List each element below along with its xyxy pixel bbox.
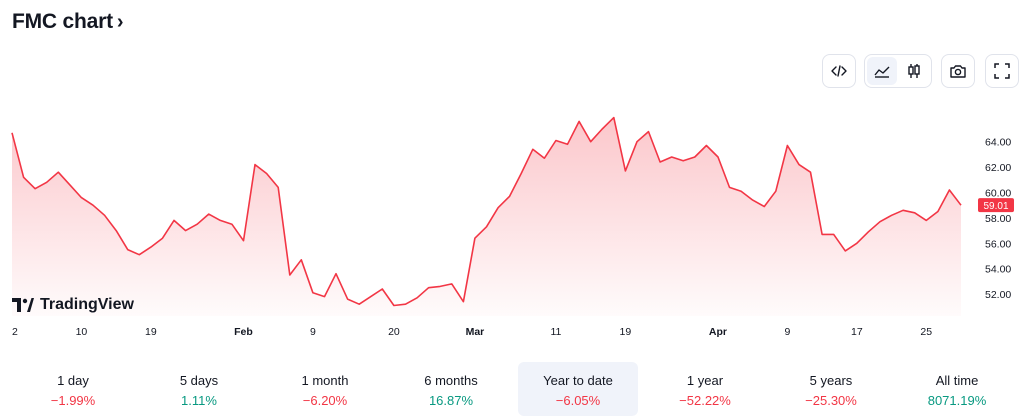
period-change: −25.30% [805,393,857,408]
x-tick-label: 17 [851,326,863,338]
period-label: 5 days [179,373,219,388]
chart-toolbar [0,54,1024,90]
period-change: 16.87% [428,393,474,408]
period-label: 1 month [301,373,349,388]
fullscreen-icon [994,63,1010,79]
series-line [11,116,962,307]
tradingview-logo-icon [12,298,34,312]
snapshot-button[interactable] [941,54,975,88]
chart-title-link[interactable]: FMC chart › [12,10,124,34]
fullscreen-button[interactable] [985,54,1019,88]
y-tick-label: 54.00 [985,264,1011,276]
period-change: 1.11% [181,393,217,408]
code-icon [831,65,847,77]
performance-periods: 1 day −1.99% 5 days 1.11% 1 month −6.20%… [0,362,1024,416]
period-label: All time [935,373,979,388]
watermark-text: TradingView [40,296,134,313]
y-tick-label: 52.00 [985,289,1011,301]
x-tick-label: 20 [388,326,400,338]
x-axis: 2 10 19 Feb 9 20 Mar 11 19 Apr 9 17 25 [12,326,932,338]
chevron-right-icon: › [116,10,124,33]
chart-style-toggle [864,54,932,88]
period-label: 1 day [57,373,89,388]
y-tick-label: 60.00 [985,188,1011,200]
period-change: 8071.19% [927,393,987,408]
x-tick-label: 19 [620,326,632,338]
area-chart-button[interactable] [867,57,897,85]
camera-icon [950,65,966,78]
period-change: −52.22% [679,393,731,408]
area-chart-icon [874,66,890,78]
period-1-day[interactable]: 1 day −1.99% [14,362,132,416]
period-change: −6.20% [302,393,348,408]
candles-icon [908,64,920,78]
period-change: −1.99% [50,393,96,408]
period-5-years[interactable]: 5 years −25.30% [772,362,890,416]
period-1-month[interactable]: 1 month −6.20% [266,362,384,416]
x-tick-label: Apr [709,326,727,338]
x-tick-label: 2 [12,326,18,338]
period-label: 5 years [809,373,853,388]
x-tick-label: 10 [76,326,88,338]
embed-code-button[interactable] [822,54,856,88]
last-price-tag [978,198,1014,213]
period-change: −6.05% [555,393,601,408]
price-chart[interactable]: 52.00 54.00 56.00 58.00 60.00 62.00 64.00 2 10 1… [0,96,1024,346]
period-label: 1 year [686,373,724,388]
y-tick-label: 56.00 [985,238,1011,250]
period-year-to-date[interactable]: Year to date −6.05% [518,362,638,416]
x-tick-label: 9 [784,326,790,338]
x-tick-label: 9 [310,326,316,338]
y-tick-label: 64.00 [985,137,1011,149]
x-tick-label: 11 [550,326,561,338]
x-tick-label: Mar [466,326,485,338]
x-tick-label: Feb [234,326,253,338]
y-axis: 52.00 54.00 56.00 58.00 60.00 62.00 64.00 [985,137,1011,301]
period-label: 6 months [424,373,478,388]
candles-chart-button[interactable] [899,57,929,85]
period-1-year[interactable]: 1 year −52.22% [646,362,764,416]
chart-title: FMC chart [12,10,113,33]
y-tick-label: 58.00 [985,213,1011,225]
y-tick-label: 62.00 [985,162,1011,174]
tradingview-logo: TradingView [12,296,134,314]
period-label: Year to date [543,373,613,388]
x-tick-label: 19 [145,326,157,338]
period-5-days[interactable]: 5 days 1.11% [140,362,258,416]
period-all-time[interactable]: All time 8071.19% [898,362,1016,416]
period-6-months[interactable]: 6 months 16.87% [392,362,510,416]
series-area-fill [12,117,961,316]
x-tick-label: 25 [920,326,932,338]
last-price-label: 59.01 [983,201,1008,212]
